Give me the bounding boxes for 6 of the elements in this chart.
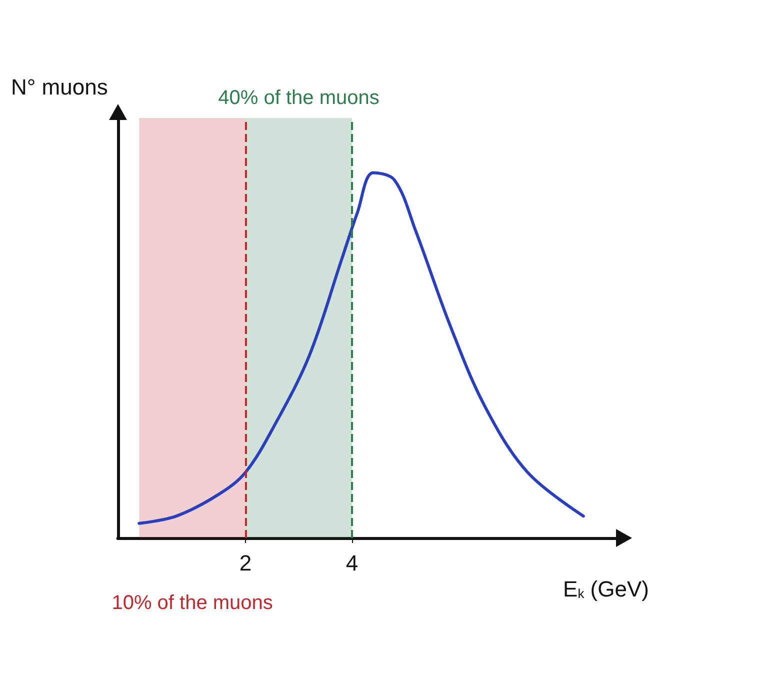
x-tick-label: 4 (346, 550, 358, 576)
x-tick-label: 2 (239, 550, 252, 576)
band-label: 10% of the muons (112, 592, 273, 614)
band-label: 40% of the muons (218, 87, 380, 109)
y-axis-title: N° muons (10, 74, 108, 100)
x-axis-title: Ek (GeV) (563, 576, 649, 602)
